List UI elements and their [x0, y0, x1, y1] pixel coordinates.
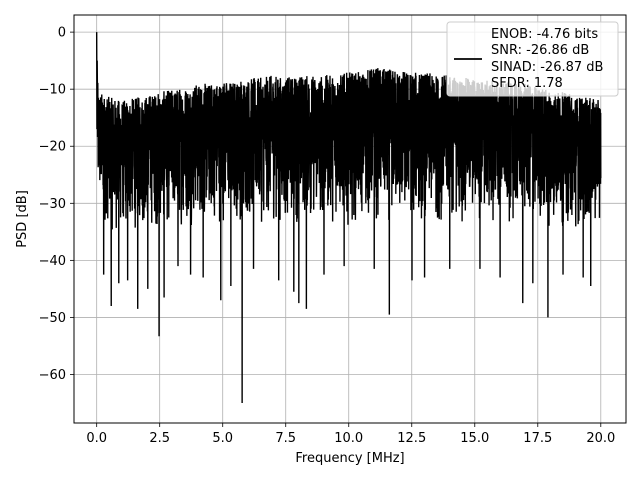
legend-entry-snr: SNR: -26.86 dB: [491, 43, 589, 58]
psd-series-line: [95, 32, 602, 404]
x-axis-label: Frequency [MHz]: [295, 451, 404, 466]
x-axis-ticks: 0.0 2.5 5.0 7.5 10.0 12.5 15.0 17.5 20.0: [86, 423, 615, 446]
x-tick-label: 17.5: [523, 431, 552, 446]
x-tick-label: 0.0: [86, 431, 107, 446]
y-axis-ticks: 0 −10 −20 −30 −40 −50 −60: [39, 26, 74, 383]
legend: ENOB: -4.76 bits SNR: -26.86 dB SINAD: -…: [446, 21, 619, 97]
plot-clip-group: [95, 32, 602, 404]
x-tick-label: 5.0: [212, 431, 233, 446]
y-tick-label: −60: [39, 368, 66, 383]
y-axis-label: PSD [dB]: [15, 190, 30, 248]
y-tick-label: 0: [58, 26, 66, 41]
x-tick-label: 12.5: [397, 431, 426, 446]
y-tick-label: −10: [39, 83, 66, 98]
x-tick-label: 20.0: [586, 431, 615, 446]
series-layer: [95, 32, 602, 404]
y-tick-label: −30: [39, 197, 66, 212]
y-tick-label: −20: [39, 140, 66, 155]
x-tick-label: 2.5: [149, 431, 170, 446]
x-tick-label: 10.0: [334, 431, 363, 446]
legend-entry-sfdr: SFDR: 1.78: [491, 76, 563, 91]
legend-entry-enob: ENOB: -4.76 bits: [491, 27, 598, 42]
plot-frame: [73, 14, 627, 424]
legend-box: [446, 21, 619, 97]
y-tick-label: −50: [39, 311, 66, 326]
legend-entry-sinad: SINAD: -26.87 dB: [491, 60, 603, 75]
y-tick-label: −40: [39, 254, 66, 269]
x-tick-label: 7.5: [275, 431, 296, 446]
x-tick-label: 15.0: [460, 431, 489, 446]
